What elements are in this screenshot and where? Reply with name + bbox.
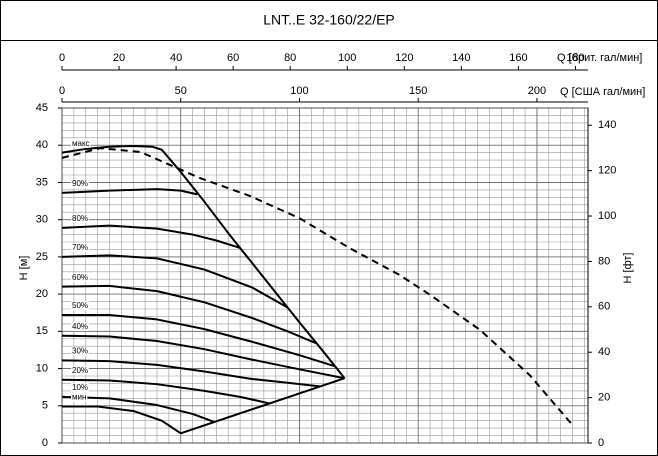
pump-curve [61, 378, 271, 405]
y2-tick-label: 120 [598, 165, 616, 177]
curve-label: макс [72, 139, 90, 148]
curve-label-bg [71, 213, 90, 223]
y-tick-label: 0 [42, 437, 48, 449]
pump-curve [180, 377, 345, 435]
pump-curve [61, 224, 241, 249]
y-tick-label: 15 [36, 325, 48, 337]
pump-curve [61, 284, 317, 345]
x2-tick-label: 0 [59, 52, 65, 64]
curve-label-bg [71, 272, 90, 282]
curve-label: 50% [72, 301, 88, 310]
x-tick-label: 0 [59, 85, 65, 97]
x2-tick-label: 180 [566, 52, 584, 64]
pump-curve [61, 188, 198, 196]
curve-label: мин [72, 393, 86, 402]
curve-label: 30% [72, 346, 88, 355]
pump-curve [61, 334, 345, 380]
curve-label: 40% [72, 322, 88, 331]
pump-curve [61, 254, 289, 309]
y2-axis-label: H [фт] [622, 253, 634, 284]
y-tick-label: 30 [36, 214, 48, 226]
pump-curve [61, 359, 321, 388]
dashed-curve [61, 147, 574, 426]
x2-tick-label: 120 [395, 52, 413, 64]
x2-axis-label: Q [брит. гал/мин] [557, 52, 642, 64]
x2-tick-label: 40 [170, 52, 182, 64]
y-tick-label: 20 [36, 288, 48, 300]
y-tick-label: 45 [36, 102, 48, 114]
y2-tick-label: 60 [598, 301, 610, 313]
pump-curve [61, 395, 216, 424]
x2-tick-label: 60 [227, 52, 239, 64]
x2-tick-label: 100 [338, 52, 356, 64]
curve-label-bg [71, 346, 90, 356]
pump-curve [61, 144, 346, 379]
y2-tick-label: 40 [598, 346, 610, 358]
y-tick-label: 40 [36, 139, 48, 151]
curve-label-bg [71, 321, 90, 331]
pump-curve [62, 405, 182, 435]
x2-tick-label: 80 [284, 52, 296, 64]
x2-tick-label: 20 [113, 52, 125, 64]
y-axis-label: H [м] [18, 256, 30, 281]
x2-tick-label: 160 [509, 52, 527, 64]
y2-tick-label: 140 [598, 119, 616, 131]
curve-label: 70% [72, 243, 88, 252]
x-tick-label: 100 [290, 85, 308, 97]
curve-label-bg [71, 178, 90, 188]
curve-label: 90% [72, 179, 88, 188]
chart-title: LNT..E 32-160/22/EP [263, 12, 395, 28]
curve-label-bg [71, 382, 90, 392]
plot-frame [61, 107, 589, 444]
curve-label-bg [71, 365, 90, 375]
y2-tick-label: 80 [598, 255, 610, 267]
x-tick-label: 50 [175, 85, 187, 97]
y-tick-label: 10 [36, 362, 48, 374]
curve-label-bg [71, 392, 88, 402]
x2-tick-label: 140 [452, 52, 470, 64]
x-axis-label: Q [США гал/мин] [560, 86, 645, 98]
pump-curve [62, 313, 336, 368]
y2-tick-label: 20 [598, 392, 610, 404]
y2-tick-label: 0 [598, 437, 604, 449]
y-tick-label: 35 [36, 176, 48, 188]
x-tick-label: 150 [409, 85, 427, 97]
y-tick-label: 25 [36, 251, 48, 263]
curve-label: 10% [72, 383, 88, 392]
curve-label-bg [71, 301, 90, 311]
curve-label-bg [71, 242, 90, 252]
y2-tick-label: 100 [598, 210, 616, 222]
x-tick-label: 200 [528, 85, 546, 97]
curve-label: 60% [72, 273, 88, 282]
y-tick-label: 5 [42, 400, 48, 412]
curve-label-bg [71, 138, 91, 148]
curve-label: 20% [72, 366, 88, 375]
curve-label: 80% [72, 214, 88, 223]
